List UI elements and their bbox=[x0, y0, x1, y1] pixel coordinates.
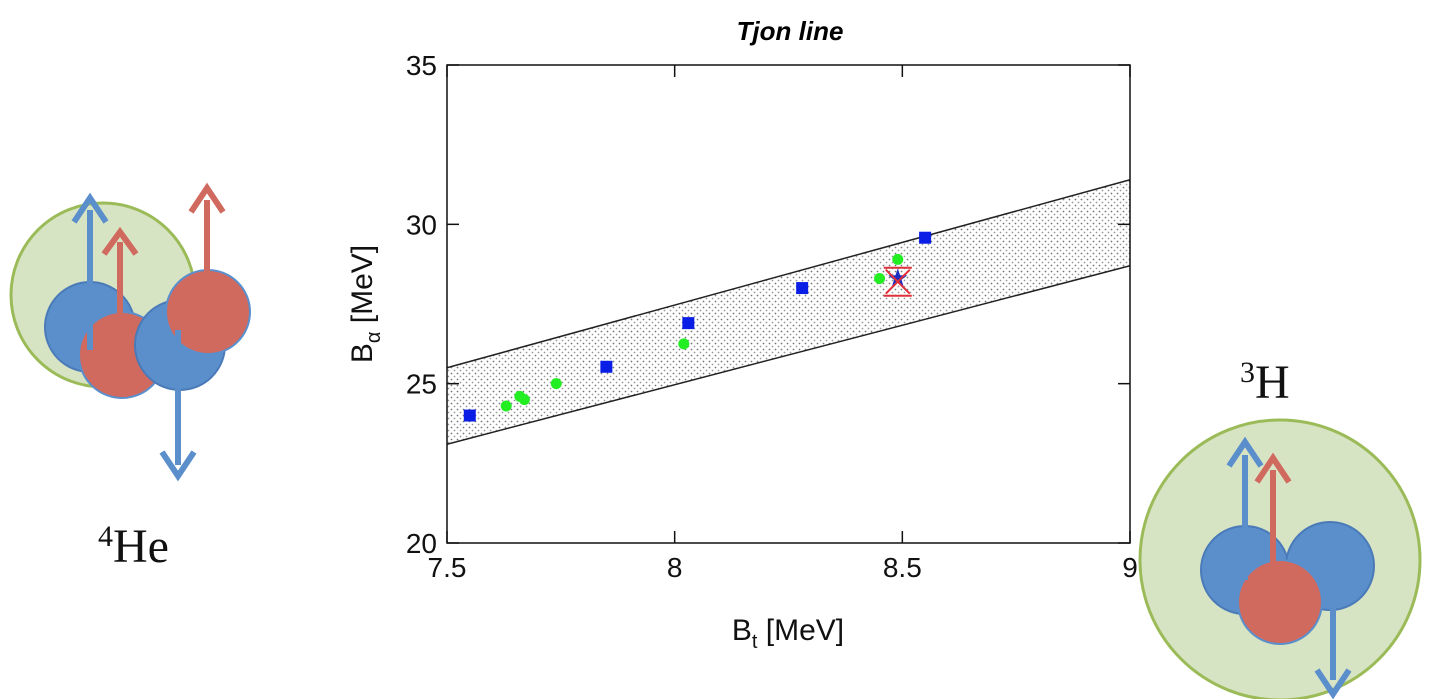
x-tick-label: 8 bbox=[667, 552, 683, 583]
chart-title: Tjon line bbox=[737, 16, 844, 46]
point bbox=[892, 253, 904, 265]
x-tick-label: 9 bbox=[1122, 552, 1138, 583]
y-tick-label: 30 bbox=[406, 209, 437, 240]
plot-area: 7.5 8 8.5 9 20 25 30 35 bbox=[406, 50, 1138, 583]
point bbox=[600, 360, 613, 373]
point bbox=[796, 282, 809, 295]
element-symbol: H bbox=[1255, 356, 1290, 409]
y-label-main: B bbox=[346, 343, 379, 363]
point bbox=[550, 378, 562, 390]
x-tick-label: 8.5 bbox=[883, 552, 922, 583]
x-axis-label: Bt [MeV] bbox=[732, 614, 844, 653]
band-edge bbox=[446, 178, 1131, 369]
point bbox=[888, 268, 908, 287]
x-label-sub: t bbox=[752, 631, 758, 653]
nucleus-label: 3H bbox=[1240, 356, 1290, 409]
point bbox=[874, 273, 886, 285]
x-label-unit: [MeV] bbox=[757, 614, 844, 647]
he4-diagram bbox=[9, 182, 251, 482]
plot-frame bbox=[446, 64, 1131, 544]
mass-number: 4 bbox=[98, 520, 113, 553]
y-label-unit: [MeV] bbox=[346, 245, 379, 332]
y-tick-label: 25 bbox=[406, 369, 437, 400]
band-area bbox=[447, 179, 1130, 445]
point bbox=[678, 338, 690, 350]
y-label-sub: α bbox=[363, 332, 385, 344]
h3-diagram bbox=[1138, 418, 1422, 699]
point bbox=[682, 317, 695, 330]
y-tick-label: 20 bbox=[406, 528, 437, 559]
y-tick-label: 35 bbox=[406, 50, 437, 81]
band-edge bbox=[446, 265, 1131, 445]
point bbox=[500, 400, 512, 412]
point bbox=[919, 231, 932, 244]
point bbox=[463, 409, 476, 422]
point bbox=[518, 394, 530, 406]
y-axis-label: Bα [MeV] bbox=[346, 245, 385, 363]
nucleus-label: 4He bbox=[98, 520, 169, 573]
x-tick-label: 7.5 bbox=[428, 552, 467, 583]
x-label-main: B bbox=[732, 614, 752, 647]
point bbox=[883, 266, 912, 297]
element-symbol: He bbox=[113, 520, 169, 573]
mass-number: 3 bbox=[1240, 356, 1255, 389]
